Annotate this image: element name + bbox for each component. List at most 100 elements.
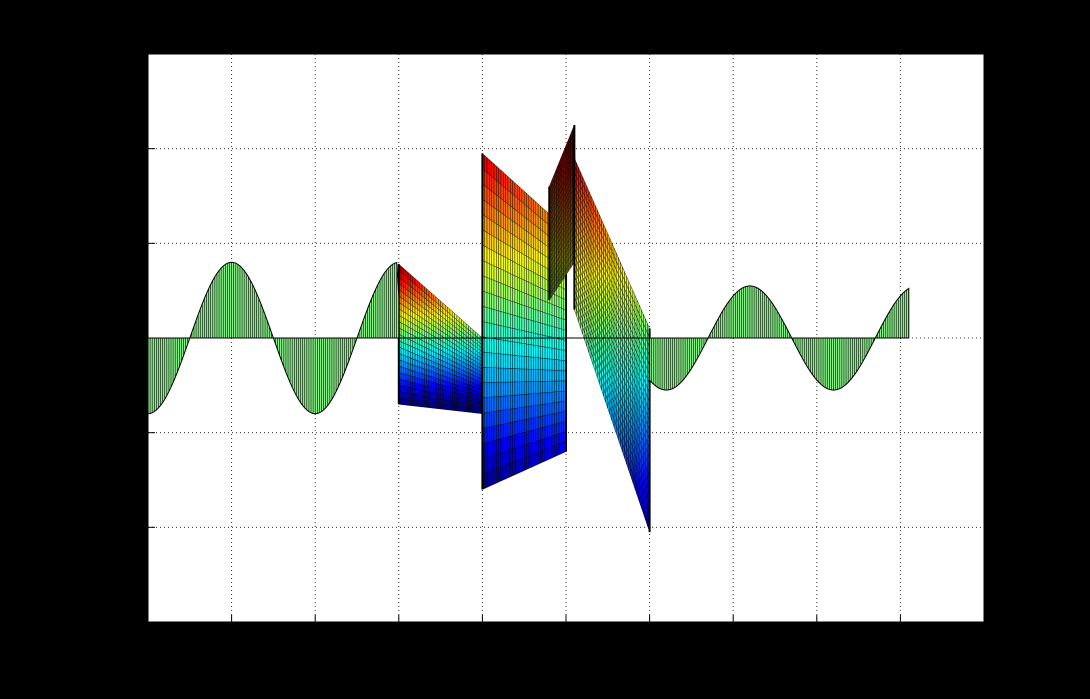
surface-cell xyxy=(417,388,420,396)
surface-cell xyxy=(554,337,557,350)
surface-cell xyxy=(405,368,409,376)
surface-cell xyxy=(447,390,451,397)
surface-cell xyxy=(526,293,530,308)
surface-cell xyxy=(493,294,497,311)
surface-cell xyxy=(528,282,532,296)
surface-cell xyxy=(519,212,523,229)
surface-cell xyxy=(510,286,513,302)
surface-cell xyxy=(514,195,518,212)
surface-cell xyxy=(489,382,492,398)
surface-cell xyxy=(433,382,437,389)
surface-cell xyxy=(505,409,509,424)
surface-cell xyxy=(558,443,562,456)
surface-cell xyxy=(542,369,546,382)
surface-plot xyxy=(397,124,651,533)
surface-cell xyxy=(512,461,516,477)
surface-cell xyxy=(544,392,548,405)
surface-cell xyxy=(503,381,506,397)
surface-cell xyxy=(524,330,527,345)
surface-cell xyxy=(519,225,523,241)
surface-cell xyxy=(505,201,509,219)
surface-cell xyxy=(526,268,530,283)
surface-cell xyxy=(554,304,557,318)
surface-cell xyxy=(512,247,516,263)
surface-cell xyxy=(419,389,423,397)
surface-cell xyxy=(507,299,511,315)
surface-cell xyxy=(491,323,495,339)
surface-cell xyxy=(519,329,523,344)
surface-cell xyxy=(551,445,555,459)
surface-cell xyxy=(489,337,492,354)
surface-cell xyxy=(454,401,458,407)
surface-cell xyxy=(493,221,497,239)
surface-cell xyxy=(507,176,511,193)
surface-cell xyxy=(496,266,499,283)
surface-cell xyxy=(537,227,541,242)
surface-cell xyxy=(547,447,550,461)
surface-cell xyxy=(535,213,539,228)
surface-cell xyxy=(549,325,553,338)
surface-cell xyxy=(486,232,490,250)
surface-cell xyxy=(503,339,506,355)
surface-cell xyxy=(491,190,495,208)
surface-cell xyxy=(547,358,550,371)
surface-cell xyxy=(549,314,553,327)
surface-cell xyxy=(521,240,525,256)
surface-cell xyxy=(489,263,492,280)
surface-cell xyxy=(530,356,534,370)
surface-cell xyxy=(535,404,539,418)
surface-cell xyxy=(419,378,423,385)
surface-cell xyxy=(544,312,548,326)
surface-cell xyxy=(442,404,446,410)
surface-cell xyxy=(549,402,553,415)
surface-cell xyxy=(512,287,516,303)
surface-cell xyxy=(449,400,453,407)
surface-cell xyxy=(530,283,534,297)
surface-cell xyxy=(493,309,497,325)
surface-cell xyxy=(544,369,548,382)
surface-cell xyxy=(521,317,525,332)
surface-cell xyxy=(405,374,409,382)
surface-cell xyxy=(528,430,532,444)
surface-cell xyxy=(463,407,467,413)
surface-cell xyxy=(491,367,495,383)
surface-cell xyxy=(503,171,506,189)
surface-cell xyxy=(465,399,469,405)
surface-cell xyxy=(528,454,532,469)
surface-cell xyxy=(535,309,539,323)
surface-cell xyxy=(414,382,418,390)
surface-cell xyxy=(533,344,537,358)
surface-cell xyxy=(533,272,537,286)
surface-cell xyxy=(491,161,495,179)
surface-cell xyxy=(414,359,418,367)
surface-cell xyxy=(440,403,444,410)
surface-cell xyxy=(530,319,534,334)
surface-cell xyxy=(554,326,557,339)
surface-cell xyxy=(493,178,497,196)
surface-cell xyxy=(491,469,495,486)
surface-cell xyxy=(544,278,548,292)
surface-cell xyxy=(445,395,448,401)
surface-cell xyxy=(521,291,525,306)
surface-cell xyxy=(442,394,446,401)
surface-cell xyxy=(496,381,499,397)
surface-cell xyxy=(537,262,541,277)
surface-cell xyxy=(556,443,560,457)
surface-cell xyxy=(540,404,543,417)
surface-cell xyxy=(528,393,532,407)
surface-cell xyxy=(486,456,490,473)
surface-cell xyxy=(489,307,492,324)
surface-cell xyxy=(524,241,527,257)
surface-cell xyxy=(561,297,564,310)
surface-cell xyxy=(496,309,499,326)
surface-cell xyxy=(419,395,423,402)
surface-cell xyxy=(507,395,511,410)
surface-cell xyxy=(419,366,423,374)
surface-cell xyxy=(526,430,530,445)
surface-cell xyxy=(500,353,504,369)
surface-cell xyxy=(493,265,497,282)
surface-cell xyxy=(535,357,539,370)
surface-cell xyxy=(517,368,520,383)
surface-cell xyxy=(403,354,406,363)
